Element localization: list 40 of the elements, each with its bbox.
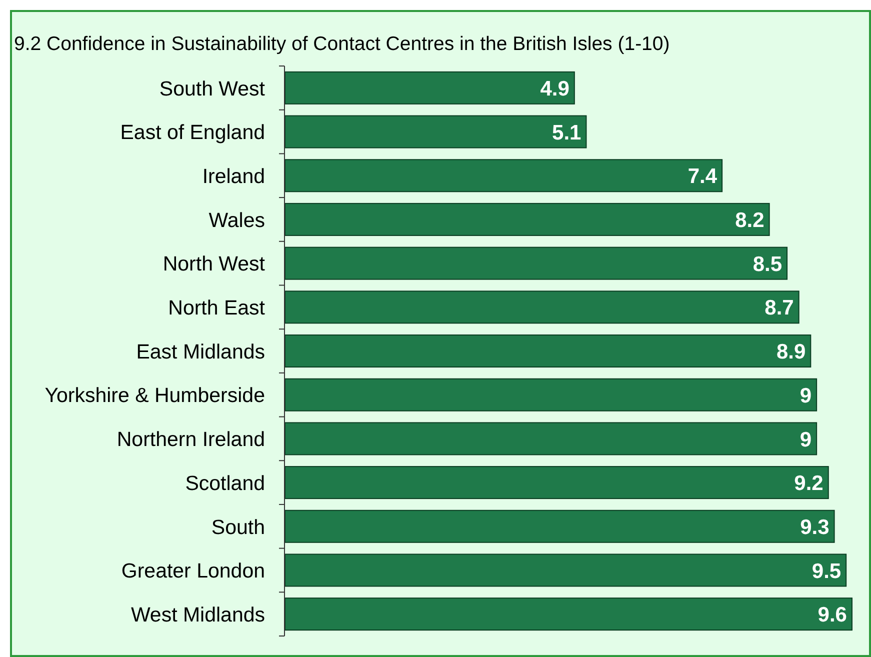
y-tick-label: Ireland: [202, 164, 265, 188]
bar: [284, 422, 818, 456]
y-tick-label: Yorkshire & Humberside: [44, 384, 265, 408]
bar: [284, 378, 818, 412]
bar: [284, 202, 770, 236]
bar: [284, 466, 829, 500]
data-label: 7.4: [688, 165, 718, 188]
data-label: 9.6: [818, 604, 847, 627]
data-label: 9.3: [800, 516, 830, 539]
y-tick-label: North East: [168, 296, 266, 320]
y-tick-label: South West: [159, 77, 266, 100]
y-tick-label: West Midlands: [130, 603, 265, 626]
bar: [284, 159, 723, 192]
y-tick-label: East of England: [120, 121, 265, 144]
y-tick-label: Wales: [208, 208, 265, 232]
data-label: 4.9: [540, 77, 570, 100]
data-label: 8.2: [735, 209, 764, 232]
bar: [284, 115, 587, 148]
data-label: 8.9: [776, 340, 806, 364]
bar: [284, 554, 847, 587]
bar: [284, 246, 788, 280]
data-label: 8.5: [752, 252, 782, 276]
data-label: 9.2: [794, 472, 824, 496]
y-tick-label: Scotland: [185, 472, 265, 495]
bar: [284, 71, 575, 104]
y-tick-label: North West: [162, 252, 266, 276]
bar: [284, 290, 800, 324]
y-tick-label: Northern Ireland: [116, 428, 265, 452]
y-tick-label: Greater London: [121, 560, 265, 583]
data-label: 5.1: [552, 121, 582, 144]
data-label: 9: [800, 384, 812, 408]
bar: [284, 598, 852, 631]
data-label: 9.5: [812, 560, 842, 583]
chart-title: 9.2 Confidence in Sustainability of Contact Centres in the British Isles (1-10): [14, 33, 670, 55]
y-tick-label: East Midlands: [136, 340, 265, 364]
data-label: 8.7: [764, 296, 794, 320]
y-tick-label: South: [211, 516, 265, 539]
data-label: 9: [800, 428, 812, 452]
bar: [284, 334, 812, 368]
bar: [284, 510, 835, 543]
